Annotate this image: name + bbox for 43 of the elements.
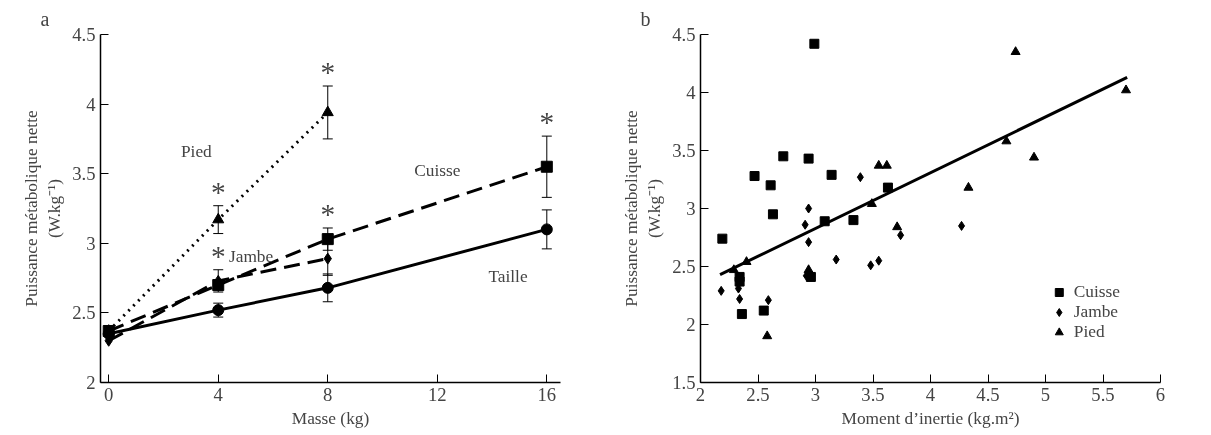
y-tick-label: 4	[686, 82, 697, 103]
legend-label: Pied	[1073, 322, 1105, 342]
y-tick-label: 2.5	[72, 302, 96, 324]
x-tick-label: 8	[323, 383, 333, 405]
y-tick-label: 4	[86, 93, 97, 115]
y-axis-title: Puissance métabolique nette (W.kg⁻¹)	[622, 110, 665, 307]
y-tick-label: 3	[686, 198, 696, 219]
x-tick-label: 5	[1040, 383, 1051, 405]
y-tick-label: 3.5	[72, 163, 96, 185]
x-tick-label: 4	[925, 383, 936, 405]
y-tick-label: 4.5	[672, 24, 696, 45]
series-label: Jambe	[228, 246, 274, 266]
x-axis-title: Moment d’inertie (kg.m²)	[841, 408, 1020, 428]
legend-label: Cuisse	[1073, 282, 1120, 302]
legend-label: Jambe	[1073, 302, 1119, 322]
x-tick-label: 4	[213, 383, 224, 405]
x-tick-label: 3.5	[861, 383, 885, 405]
annotation: *	[539, 106, 555, 139]
y-axis-title: Puissance métabolique nette (W.kg⁻¹)	[22, 110, 65, 307]
annotation: *	[210, 239, 226, 272]
y-tick-label: 1.5	[672, 372, 696, 393]
x-tick-label: 3	[810, 383, 821, 405]
y-tick-label: 3	[86, 232, 96, 254]
annotation: *	[320, 56, 336, 88]
y-tick-label: 3.5	[672, 140, 696, 161]
series-label: Taille	[488, 266, 528, 286]
x-axis-title: Masse (kg)	[291, 408, 370, 428]
x-tick-label: 12	[427, 383, 447, 405]
chart-title: a	[40, 7, 50, 30]
x-tick-label: 5.5	[1091, 383, 1115, 405]
x-tick-label: 16	[537, 383, 557, 405]
y-tick-label: 4.5	[72, 24, 96, 45]
x-tick-label: 0	[104, 383, 114, 405]
y-tick-label: 2.5	[672, 256, 696, 277]
series-label: Cuisse	[414, 161, 461, 181]
annotation: *	[320, 197, 336, 230]
x-tick-label: 6	[1155, 383, 1166, 405]
annotation: *	[210, 175, 226, 208]
x-tick-label: 2.5	[746, 383, 770, 405]
chart-title: b	[640, 7, 651, 30]
text: Pied	[180, 142, 213, 162]
x-tick-label: 4.5	[976, 383, 1000, 405]
y-tick-label: 2	[686, 314, 696, 335]
